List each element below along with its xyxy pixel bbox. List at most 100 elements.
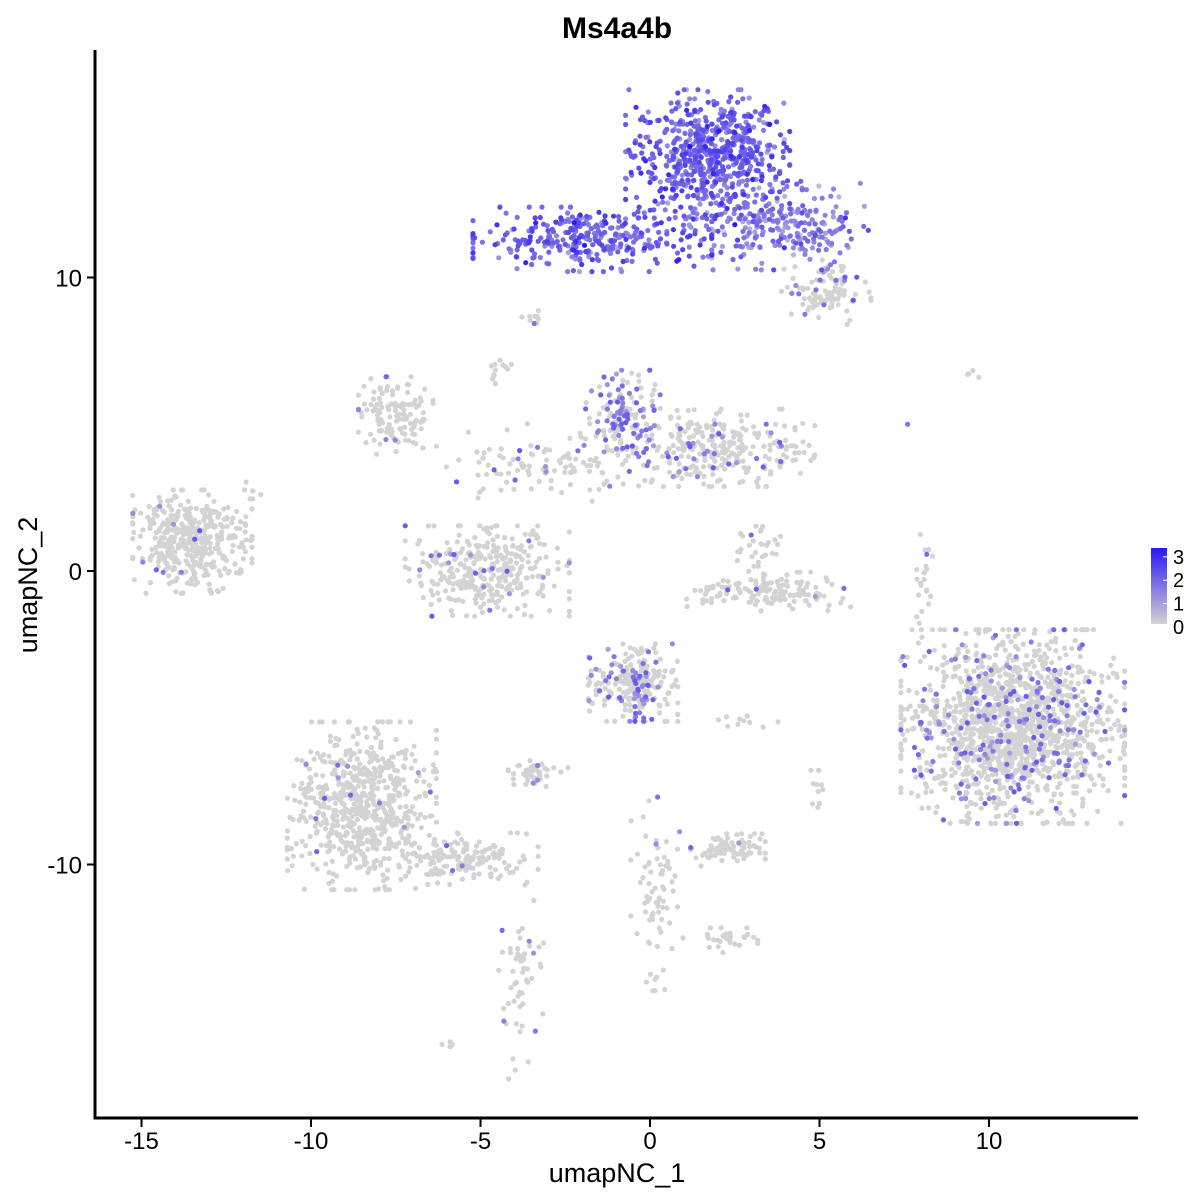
cell-point xyxy=(525,553,531,559)
cell-point xyxy=(760,724,766,730)
cell-point xyxy=(1028,726,1034,732)
cell-point xyxy=(145,514,151,520)
cell-point xyxy=(928,665,934,671)
cell-point xyxy=(524,575,530,581)
cell-point xyxy=(616,686,622,692)
cell-point xyxy=(515,951,521,957)
cell-point xyxy=(501,1005,507,1012)
cell-point xyxy=(613,676,620,682)
cell-point xyxy=(488,874,494,880)
cell-point xyxy=(581,442,587,448)
cell-point xyxy=(413,885,419,891)
cell-point xyxy=(1104,709,1110,715)
cell-point xyxy=(1024,716,1030,722)
cell-point xyxy=(433,736,439,742)
cell-point xyxy=(165,525,171,531)
cell-point xyxy=(535,762,541,769)
cell-point xyxy=(409,751,415,757)
cell-point xyxy=(1059,706,1065,713)
cell-point xyxy=(390,810,396,816)
cell-point xyxy=(600,673,606,680)
cell-point xyxy=(480,486,486,492)
cell-point xyxy=(861,223,867,229)
cell-point xyxy=(788,311,795,317)
cell-point xyxy=(731,440,737,446)
cell-point xyxy=(941,728,947,735)
cell-point xyxy=(655,684,661,690)
cell-point xyxy=(649,392,655,398)
cell-point xyxy=(464,581,470,587)
cell-point xyxy=(494,559,500,565)
cell-point xyxy=(586,415,592,421)
cell-point xyxy=(1068,680,1074,686)
cell-point xyxy=(473,843,480,849)
cell-point xyxy=(620,400,626,406)
cell-point xyxy=(817,277,823,283)
cell-point xyxy=(623,458,629,464)
cell-point xyxy=(1008,820,1014,827)
cell-point xyxy=(323,861,329,867)
cell-point xyxy=(646,859,652,866)
cell-point xyxy=(384,426,391,432)
cell-point xyxy=(626,87,632,93)
cell-point xyxy=(627,718,633,724)
cell-point xyxy=(831,259,838,265)
cell-point xyxy=(975,728,982,734)
cell-point xyxy=(299,853,305,859)
cell-point xyxy=(420,559,426,565)
cell-point xyxy=(1035,679,1041,686)
cell-point xyxy=(489,566,495,572)
cell-point xyxy=(898,683,904,689)
cell-point xyxy=(989,705,995,711)
cell-point xyxy=(318,822,324,828)
cell-point xyxy=(584,463,590,469)
cell-point xyxy=(1122,727,1128,733)
cell-point xyxy=(905,421,911,427)
cell-point xyxy=(156,494,162,500)
cell-point xyxy=(660,967,666,973)
cell-point xyxy=(741,235,747,241)
cell-point xyxy=(1099,679,1105,685)
cell-point xyxy=(1074,761,1080,767)
cell-point xyxy=(448,608,454,614)
cell-point xyxy=(354,865,361,871)
cell-point xyxy=(725,723,731,730)
cell-point xyxy=(454,567,460,573)
cell-point xyxy=(411,400,417,407)
cell-point xyxy=(777,533,784,539)
cell-point xyxy=(993,652,999,658)
cell-point xyxy=(700,433,706,440)
cell-point xyxy=(734,558,740,564)
cell-point xyxy=(822,288,828,294)
cell-point xyxy=(964,755,971,761)
cell-point xyxy=(258,492,264,498)
cell-point xyxy=(354,817,360,823)
cell-point xyxy=(363,440,369,446)
cell-point xyxy=(751,563,757,569)
cell-point xyxy=(388,426,394,432)
cell-point xyxy=(694,429,700,435)
cell-point xyxy=(991,799,997,806)
cell-point xyxy=(1083,674,1089,680)
cell-point xyxy=(984,690,990,696)
cell-point xyxy=(982,685,989,691)
cell-point xyxy=(543,783,549,790)
cell-point xyxy=(1029,810,1035,816)
cell-point xyxy=(652,382,658,388)
cell-point xyxy=(765,599,771,606)
cell-point xyxy=(395,384,401,390)
cell-point xyxy=(381,855,387,862)
cell-point xyxy=(753,844,759,850)
cell-point xyxy=(619,269,625,275)
cell-point xyxy=(988,678,994,684)
cell-point xyxy=(379,404,385,411)
cell-point xyxy=(460,598,466,605)
cell-point xyxy=(657,862,664,868)
cell-point xyxy=(1064,749,1070,755)
cell-point xyxy=(152,535,158,541)
cell-point xyxy=(819,257,825,263)
cell-point xyxy=(361,401,368,407)
cell-point xyxy=(676,430,682,436)
cell-point xyxy=(708,843,714,849)
cell-point xyxy=(331,807,337,813)
